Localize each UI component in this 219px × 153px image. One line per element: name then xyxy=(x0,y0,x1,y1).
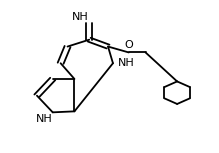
Text: NH: NH xyxy=(35,114,52,124)
Text: NH: NH xyxy=(117,58,134,68)
Text: O: O xyxy=(124,40,133,50)
Text: NH: NH xyxy=(72,12,89,22)
